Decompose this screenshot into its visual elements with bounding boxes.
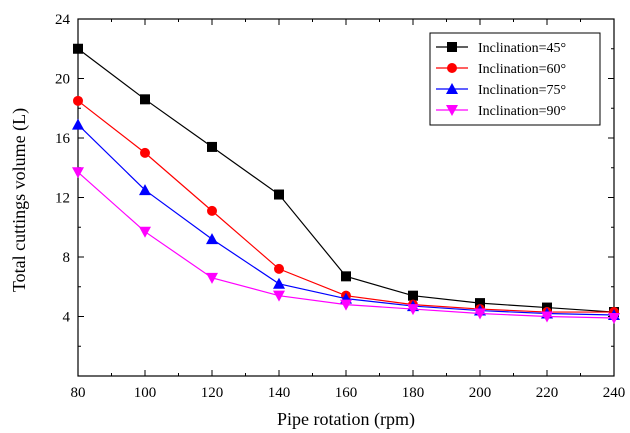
series-line xyxy=(77,124,615,316)
legend-label: Inclination=75° xyxy=(478,83,566,98)
legend-label: Inclination=90° xyxy=(478,104,566,119)
legend-item-3: Inclination=75° xyxy=(436,83,566,98)
x-tick-label: 100 xyxy=(134,385,157,401)
data-point xyxy=(206,233,218,245)
x-tick-label: 220 xyxy=(536,385,559,401)
x-tick-label: 240 xyxy=(603,385,626,401)
x-tick-label: 180 xyxy=(402,385,425,401)
data-point xyxy=(73,43,83,54)
data-point xyxy=(273,290,285,302)
data-point xyxy=(207,141,217,152)
data-point xyxy=(140,94,150,105)
legend-marker xyxy=(446,83,458,94)
legend-item-4: Inclination=90° xyxy=(436,104,566,119)
y-tick-label: 12 xyxy=(55,191,70,207)
data-point xyxy=(73,95,83,106)
series-1 xyxy=(73,43,619,318)
y-tick-label: 4 xyxy=(63,310,71,326)
x-tick-label: 200 xyxy=(469,385,492,401)
y-axis-title: Total cuttings volume (L) xyxy=(9,108,30,292)
data-point xyxy=(341,271,351,282)
axes: 80 100 120 140 160 180 200 220 240 4 8 12 16 20 24 xyxy=(55,12,625,401)
data-point xyxy=(273,277,285,289)
legend-label: Inclination=60° xyxy=(478,62,566,77)
x-axis-title: Pipe rotation (rpm) xyxy=(277,409,415,430)
x-tick-label: 140 xyxy=(268,385,291,401)
series-group xyxy=(72,43,620,324)
legend-item-2: Inclination=60° xyxy=(436,62,566,77)
data-point xyxy=(139,184,151,196)
data-point xyxy=(207,205,217,216)
x-tick-label: 80 xyxy=(71,385,86,401)
data-point xyxy=(407,304,419,316)
data-point xyxy=(608,312,620,324)
legend-marker xyxy=(447,63,457,73)
data-point xyxy=(139,226,151,238)
data-point xyxy=(474,308,486,320)
data-point xyxy=(140,147,150,158)
data-point xyxy=(72,118,84,130)
data-point xyxy=(274,263,284,274)
data-point xyxy=(274,189,284,200)
x-tick-label: 120 xyxy=(201,385,224,401)
legend-marker xyxy=(447,42,457,52)
series-4 xyxy=(72,167,620,324)
y-tick-label: 24 xyxy=(55,12,71,28)
series-3 xyxy=(72,118,620,321)
y-tick-label: 16 xyxy=(55,131,71,147)
data-point xyxy=(206,272,218,284)
legend: Inclination=45° Inclination=60° Inclinatio… xyxy=(429,32,601,126)
data-point xyxy=(340,299,352,311)
data-point xyxy=(541,311,553,323)
data-point xyxy=(408,290,418,301)
legend-item-1: Inclination=45° xyxy=(436,41,566,56)
series-2 xyxy=(73,95,619,318)
data-point xyxy=(72,167,84,179)
legend-marker xyxy=(446,105,458,116)
y-tick-label: 8 xyxy=(63,250,71,266)
legend-label: Inclination=45° xyxy=(478,41,566,56)
x-tick-label: 160 xyxy=(335,385,358,401)
y-tick-label: 20 xyxy=(55,72,70,88)
data-point xyxy=(475,298,485,309)
